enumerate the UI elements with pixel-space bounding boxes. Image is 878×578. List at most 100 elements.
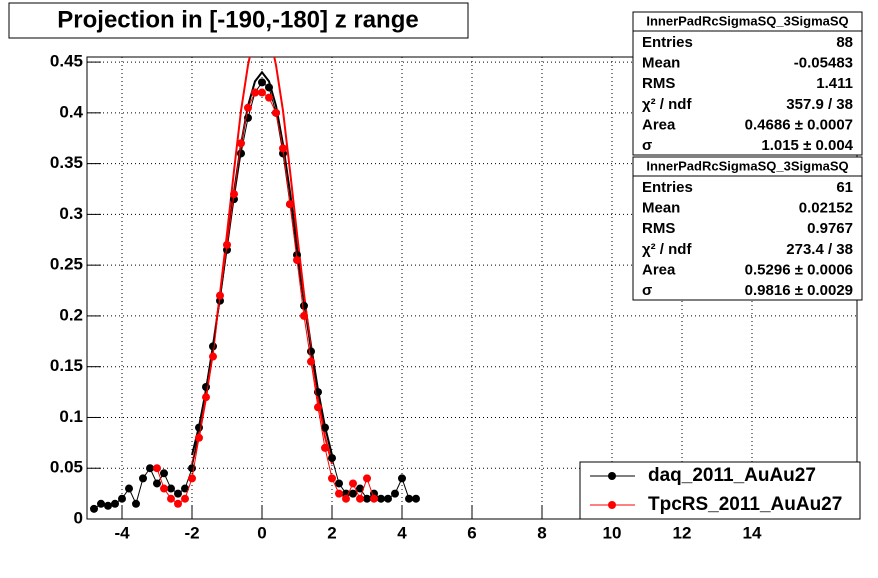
x-tick-label: 4 [397, 523, 407, 542]
x-tick-label: 12 [673, 523, 692, 542]
x-tick-label: -2 [184, 523, 199, 542]
data-point [251, 88, 259, 97]
x-tick-label: -4 [114, 523, 130, 542]
y-tick-label: 0.45 [50, 52, 83, 71]
data-point [153, 479, 161, 488]
stats-label: χ² / ndf [642, 241, 692, 258]
plot-area [90, 57, 420, 513]
stats-label: Entries [642, 179, 693, 196]
y-tick-label: 0.25 [50, 255, 83, 274]
data-point [167, 494, 175, 503]
data-point [132, 499, 140, 508]
data-point [279, 144, 287, 153]
data-point [97, 499, 105, 508]
data-point [160, 469, 168, 478]
data-point [202, 393, 210, 402]
data-point [356, 484, 364, 493]
stats-value: 61 [836, 179, 853, 196]
data-point [335, 489, 343, 498]
data-point [237, 149, 245, 158]
data-point [349, 479, 357, 488]
y-tick-label: 0.15 [50, 356, 83, 375]
stats-value: 0.9767 [807, 220, 853, 237]
data-point [223, 240, 231, 249]
data-point [363, 494, 371, 503]
data-point [181, 484, 189, 493]
data-point [307, 347, 315, 356]
data-point [307, 357, 315, 366]
data-point [335, 479, 343, 488]
data-point [209, 352, 217, 361]
x-tick-label: 14 [743, 523, 762, 542]
data-point [272, 108, 280, 117]
data-point [230, 190, 238, 199]
data-point [300, 301, 308, 310]
y-tick-label: 0.3 [59, 204, 83, 223]
data-point [209, 342, 217, 351]
data-point [258, 78, 266, 87]
data-point [188, 474, 196, 483]
title-box [8, 2, 469, 39]
data-point [202, 383, 210, 391]
data-point [118, 494, 126, 503]
stats-label: Entries [642, 34, 693, 51]
data-point [412, 494, 420, 503]
stats-title: InnerPadRcSigmaSQ_3SigmaSQ [646, 158, 848, 173]
data-point [286, 200, 294, 209]
y-tick-label: 0 [74, 508, 83, 527]
stats-value: 0.02152 [799, 200, 853, 217]
stats-label: σ [642, 282, 652, 299]
stats-value: 273.4 / 38 [786, 241, 853, 258]
stats-label: RMS [642, 75, 675, 92]
data-point [160, 484, 168, 493]
data-point [328, 454, 336, 463]
legend-label: daq_2011_AuAu27 [648, 465, 816, 486]
data-point [125, 484, 133, 493]
y-tick-label: 0.4 [59, 102, 83, 121]
data-point [237, 139, 245, 148]
data-point [139, 474, 147, 483]
data-point [167, 484, 175, 493]
stats-label: Area [642, 116, 676, 133]
data-point [349, 489, 357, 498]
data-point [293, 256, 301, 265]
x-tick-label: 0 [257, 523, 266, 542]
data-point [188, 464, 196, 473]
data-point [384, 494, 392, 503]
x-tick-label: 10 [603, 523, 622, 542]
stats-label: σ [642, 137, 652, 154]
stats-value: 0.5296 ± 0.0006 [745, 261, 853, 278]
data-point [391, 489, 399, 498]
data-point [405, 494, 413, 503]
legend-box [579, 461, 861, 520]
y-tick-label: 0.05 [50, 458, 83, 477]
data-point [146, 464, 154, 473]
stats-value: -0.05483 [794, 55, 853, 72]
data-point [321, 443, 329, 452]
chart-title: Projection in [-190,-180] z range [57, 6, 418, 33]
data-point [244, 103, 252, 112]
stats-title: InnerPadRcSigmaSQ_3SigmaSQ [646, 13, 848, 28]
data-point [328, 474, 336, 483]
legend-label: TpcRS_2011_AuAu27 [648, 494, 842, 515]
stats-value: 0.4686 ± 0.0007 [745, 116, 853, 133]
x-tick-label: 6 [467, 523, 476, 542]
stats-value: 357.9 / 38 [786, 96, 853, 113]
y-tick-label: 0.1 [59, 407, 83, 426]
data-point [265, 83, 273, 92]
data-point [258, 88, 266, 97]
data-point [314, 403, 322, 412]
stats-box [632, 11, 863, 156]
stats-value: 1.411 [816, 75, 853, 92]
legend-marker [608, 501, 616, 509]
stats-label: Mean [642, 55, 680, 72]
stats-label: Mean [642, 200, 680, 217]
x-tick-label: 8 [537, 523, 546, 542]
data-point [195, 423, 203, 432]
data-point [342, 494, 350, 503]
data-point [216, 291, 224, 300]
stats-value: 0.9816 ± 0.0029 [745, 282, 853, 299]
data-point [104, 501, 112, 510]
data-point [321, 423, 329, 432]
